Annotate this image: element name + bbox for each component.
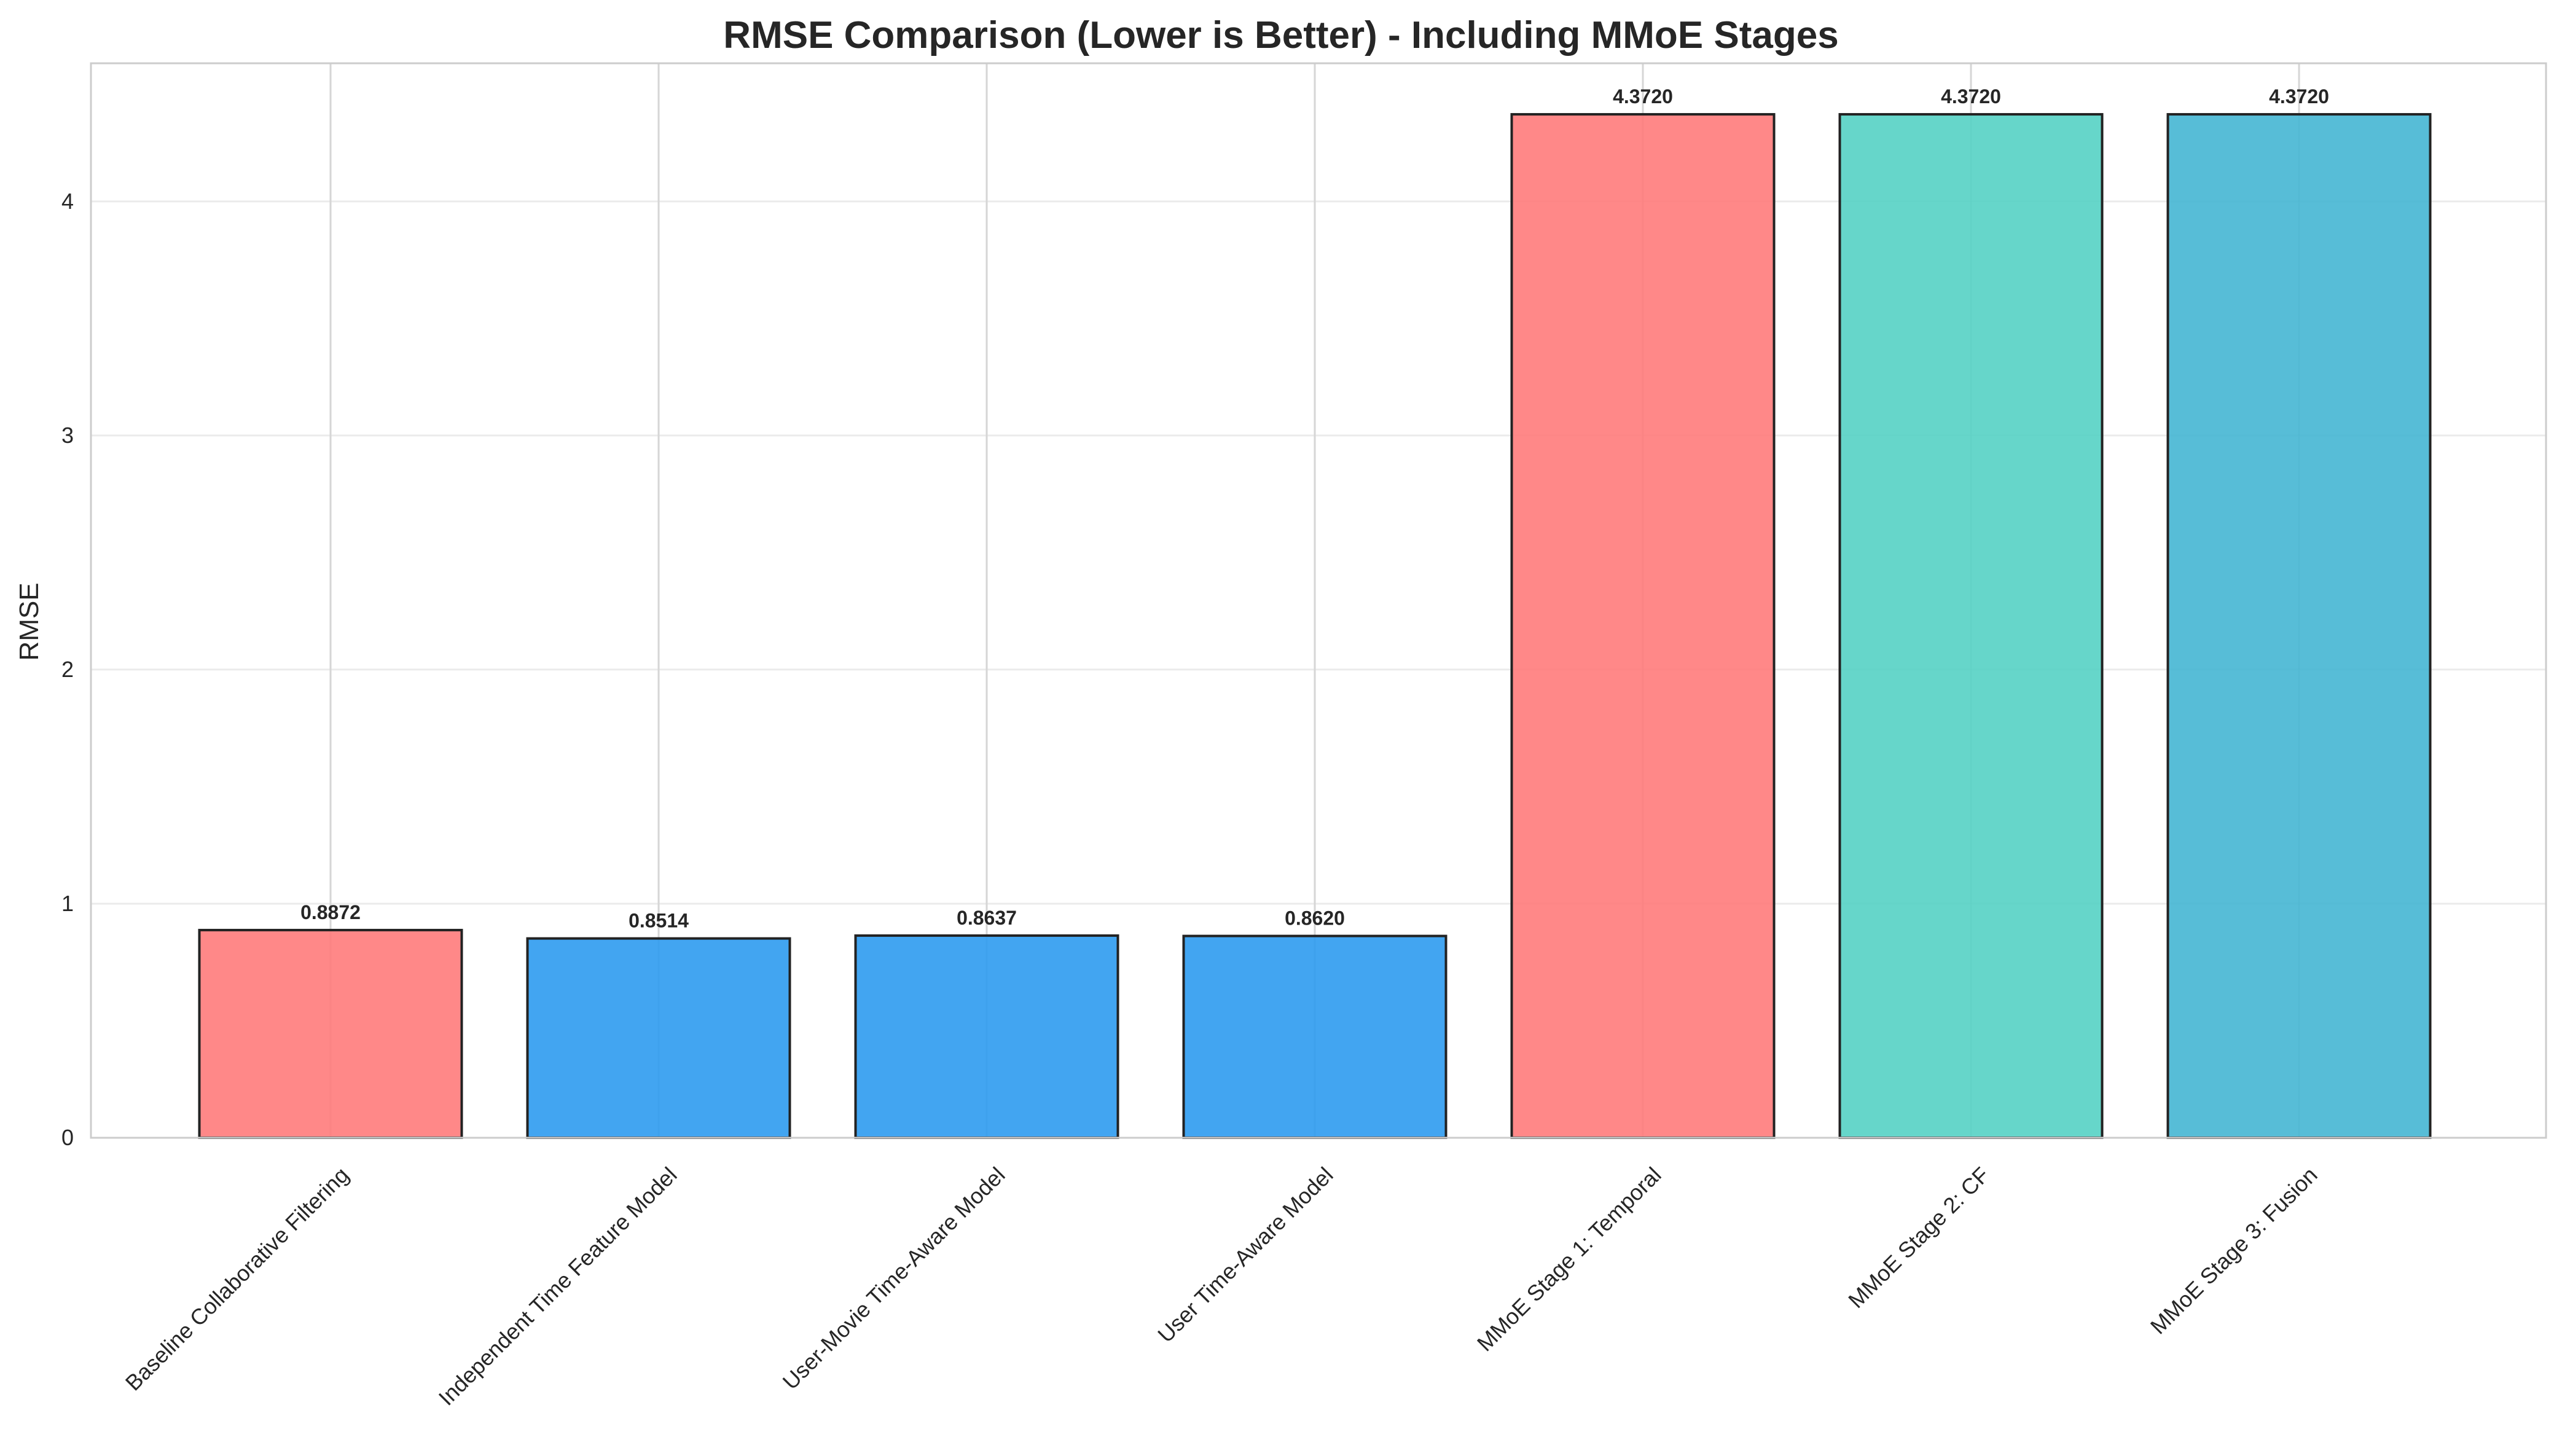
- bar: [2166, 113, 2432, 1139]
- bar-value-label: 4.3720: [1941, 85, 2001, 108]
- chart-title: RMSE Comparison (Lower is Better) - Incl…: [723, 14, 1838, 57]
- bar: [198, 928, 463, 1139]
- y-tick-label: 2: [61, 657, 74, 682]
- bar-value-label: 0.8637: [957, 907, 1017, 929]
- y-tick-label: 1: [61, 891, 74, 916]
- bar: [1838, 113, 2104, 1139]
- y-tick-label: 0: [61, 1125, 74, 1150]
- y-axis-label: RMSE: [14, 582, 44, 660]
- y-tick-label: 3: [61, 423, 74, 448]
- bar: [1510, 113, 1776, 1139]
- bar-value-label: 0.8514: [629, 910, 689, 932]
- plot-frame: [90, 62, 2547, 1139]
- bar-value-label: 0.8620: [1285, 907, 1345, 930]
- bar-value-label: 0.8872: [300, 901, 361, 923]
- bar: [1182, 934, 1447, 1139]
- bar: [854, 934, 1119, 1139]
- bar: [526, 937, 791, 1139]
- bar-value-label: 4.3720: [2269, 85, 2329, 108]
- bar-value-label: 4.3720: [1613, 85, 1673, 108]
- bar-layer: [198, 113, 2432, 1139]
- y-tick-label: 4: [61, 189, 74, 214]
